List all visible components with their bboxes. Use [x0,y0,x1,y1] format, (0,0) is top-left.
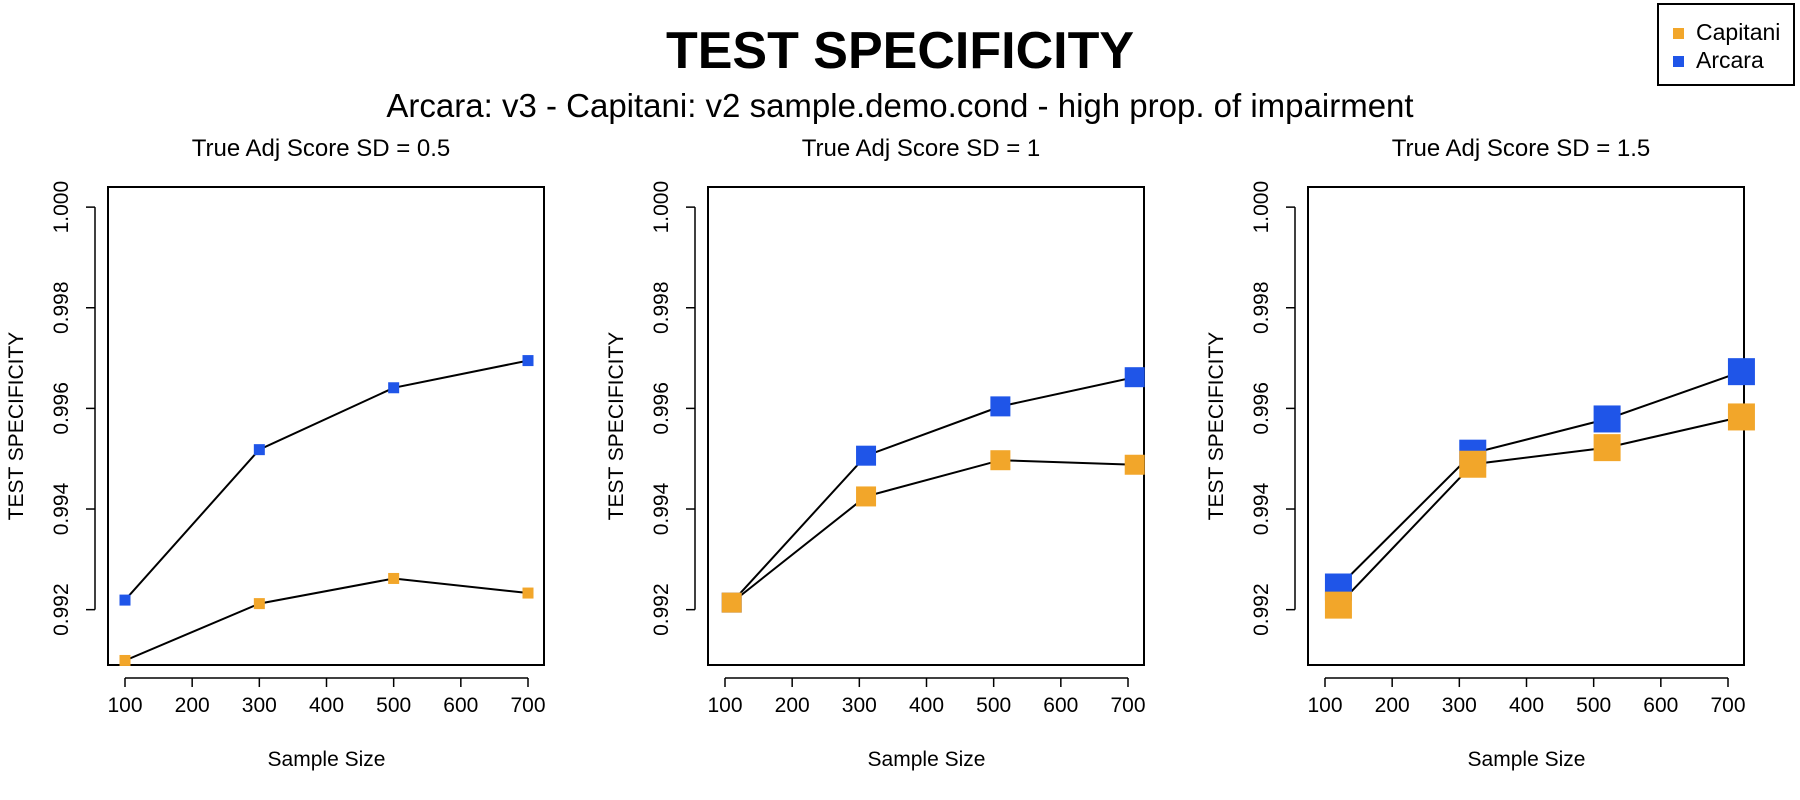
x-tick-label: 100 [107,694,142,717]
x-axis-title: Sample Size [268,748,386,771]
legend-item-capitani: Capitani [1673,19,1780,45]
x-tick-label: 600 [443,694,478,717]
data-point-capitani [721,592,742,613]
y-axis-title: TEST SPECIFICITY [605,332,628,521]
y-tick-label: 1.000 [50,181,73,234]
x-tick-label: 700 [510,694,545,717]
x-tick-label: 600 [1643,694,1678,717]
data-point-capitani [388,572,400,584]
data-point-capitani [856,486,877,507]
data-point-capitani [990,450,1011,471]
y-tick-label: 0.998 [50,281,73,334]
y-tick-label: 1.000 [650,181,673,234]
data-point-arcara [1593,405,1621,433]
x-tick-label: 700 [1110,694,1145,717]
data-point-capitani [522,587,534,599]
x-tick-label: 400 [1509,694,1544,717]
data-point-capitani [1459,450,1487,478]
x-tick-label: 300 [242,694,277,717]
y-tick-label: 0.994 [650,482,673,535]
data-point-arcara [253,444,265,456]
x-tick-label: 300 [1442,694,1477,717]
legend-label-capitani: Capitani [1696,19,1781,45]
panel-title: True Adj Score SD = 0.5 [192,135,451,162]
data-point-arcara [388,382,400,394]
y-axis-title: TEST SPECIFICITY [1205,332,1228,521]
data-point-capitani [1727,403,1755,431]
y-tick-label: 0.996 [1250,382,1273,435]
data-point-arcara [1727,358,1755,386]
y-tick-label: 0.996 [50,382,73,435]
series-line-arcara [124,359,529,601]
plot-frame [1307,186,1745,666]
x-tick-label: 600 [1043,694,1078,717]
y-tick-label: 0.996 [650,382,673,435]
y-tick-label: 0.994 [50,482,73,535]
plot-frame [107,186,545,666]
legend-swatch-arcara [1673,56,1684,67]
data-point-arcara [119,594,131,606]
data-point-arcara [990,396,1011,417]
x-tick-label: 500 [976,694,1011,717]
x-tick-label: 200 [775,694,810,717]
x-tick-label: 400 [909,694,944,717]
data-point-capitani [119,654,131,666]
y-tick-label: 0.998 [1250,281,1273,334]
x-tick-label: 100 [1307,694,1342,717]
y-tick-label: 0.992 [650,583,673,636]
y-tick-label: 0.992 [50,583,73,636]
x-axis-title: Sample Size [868,748,986,771]
series-line-capitani [1337,415,1742,606]
chart-title: TEST SPECIFICITY [665,22,1135,80]
y-tick-label: 1.000 [1250,181,1273,234]
x-tick-label: 500 [1576,694,1611,717]
data-point-capitani [1324,591,1352,619]
panel-title: True Adj Score SD = 1 [802,135,1041,162]
legend-item-arcara: Arcara [1673,47,1764,73]
x-tick-label: 100 [707,694,742,717]
legend: Capitani Arcara [1657,3,1795,86]
data-point-arcara [1124,367,1145,388]
plot-frame [707,186,1145,666]
y-tick-label: 0.998 [650,281,673,334]
x-tick-label: 400 [309,694,344,717]
x-tick-label: 200 [1375,694,1410,717]
legend-label-arcara: Arcara [1696,47,1764,73]
data-point-capitani [1593,434,1621,462]
series-line-capitani [124,577,529,662]
legend-swatch-capitani [1673,28,1684,39]
series-line-arcara [730,376,1135,604]
data-point-capitani [1124,454,1145,475]
y-axis-title: TEST SPECIFICITY [5,332,28,521]
data-point-arcara [522,355,534,367]
data-point-capitani [253,598,265,610]
series-line-capitani [731,459,1135,604]
x-tick-label: 300 [842,694,877,717]
series-line-arcara [1337,370,1742,588]
x-axis-title: Sample Size [1468,748,1586,771]
x-tick-label: 200 [175,694,210,717]
y-tick-label: 0.992 [1250,583,1273,636]
y-tick-label: 0.994 [1250,482,1273,535]
panel-title: True Adj Score SD = 1.5 [1392,135,1651,162]
x-tick-label: 700 [1710,694,1745,717]
data-point-arcara [856,445,877,466]
chart-subtitle: Arcara: v3 - Capitani: v2 sample.demo.co… [386,87,1414,124]
x-tick-label: 500 [376,694,411,717]
